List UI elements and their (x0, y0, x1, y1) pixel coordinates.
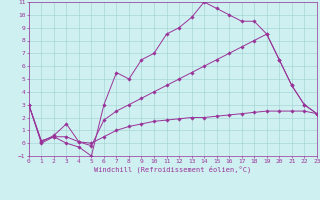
X-axis label: Windchill (Refroidissement éolien,°C): Windchill (Refroidissement éolien,°C) (94, 166, 252, 173)
